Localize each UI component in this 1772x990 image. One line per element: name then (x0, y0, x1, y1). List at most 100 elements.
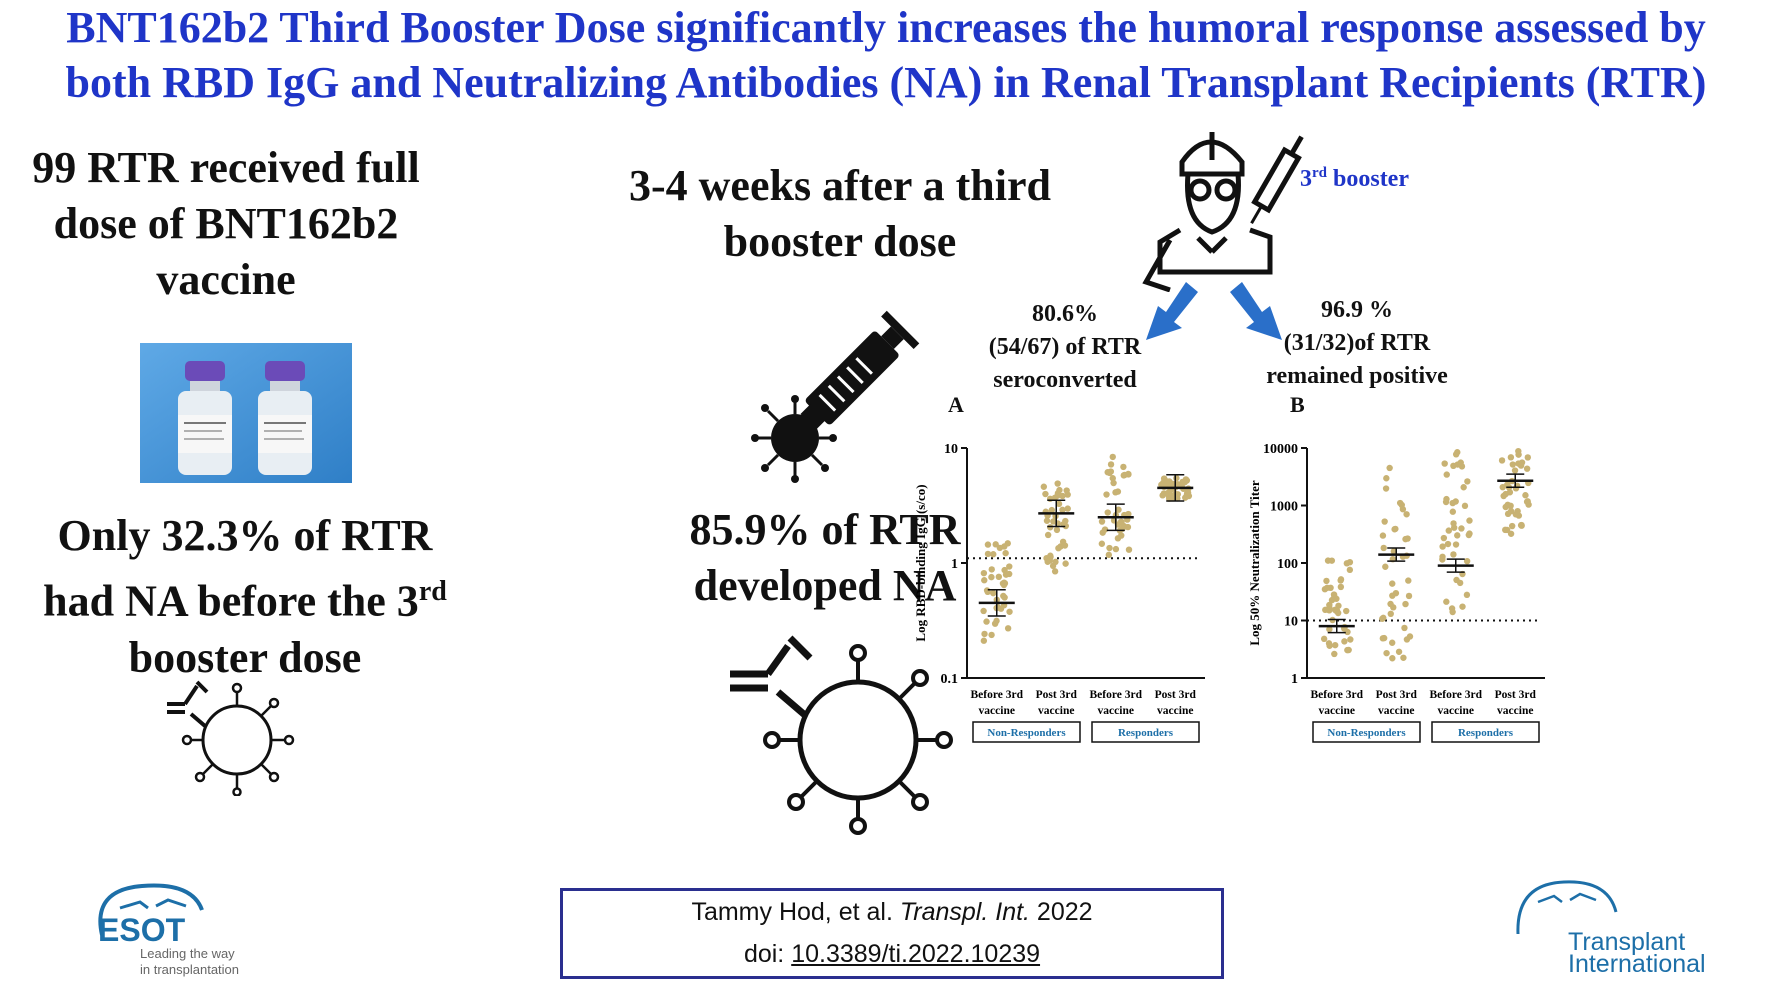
data-point (1107, 461, 1115, 468)
data-point (1053, 526, 1061, 534)
data-point (1331, 606, 1339, 614)
data-point (1392, 525, 1399, 533)
data-point (1517, 522, 1525, 529)
data-point (1104, 509, 1111, 516)
data-point (988, 631, 995, 639)
citation-journal: Transpl. Int. (899, 898, 1030, 926)
data-point (993, 617, 1000, 625)
y-tick-label: 10 (944, 442, 958, 457)
data-point (1059, 492, 1066, 500)
data-point (1400, 654, 1407, 661)
y-tick-label: 0.1 (941, 672, 959, 687)
data-point (1379, 615, 1386, 622)
data-point (981, 630, 988, 638)
data-point (1511, 467, 1519, 474)
title-line-1: BNT162b2 Third Booster Dose significantl… (66, 3, 1706, 52)
data-point (1328, 557, 1336, 564)
data-point (1320, 635, 1328, 643)
data-point (1461, 502, 1469, 510)
data-point (1118, 532, 1125, 539)
group-label: Responders (1118, 727, 1174, 739)
data-point (1515, 460, 1522, 467)
data-point (1507, 530, 1515, 537)
group-label: Responders (1458, 727, 1514, 739)
panel-a-letter: A (948, 392, 964, 417)
data-point (1507, 454, 1515, 461)
y-tick-label: 10000 (1263, 442, 1298, 457)
x-category-label: Before 3rd (971, 689, 1024, 701)
panel-b-letter: B (1290, 392, 1305, 417)
data-point (1405, 592, 1413, 600)
data-point (1331, 650, 1338, 658)
data-point (1004, 540, 1011, 547)
data-point (1125, 510, 1132, 518)
doi-link[interactable]: 10.3389/ti.2022.10239 (791, 940, 1041, 968)
data-point (1105, 551, 1113, 559)
data-point (1125, 471, 1132, 478)
data-point (1401, 624, 1408, 632)
data-point (1337, 577, 1344, 584)
data-point (1443, 471, 1450, 478)
data-point (988, 573, 995, 581)
group-box (1091, 721, 1200, 743)
x-category-label: Before 3rd (1430, 689, 1483, 701)
data-point (1328, 596, 1336, 604)
data-point (1504, 481, 1511, 488)
data-point (1184, 489, 1192, 496)
data-point (1382, 485, 1390, 492)
data-point (1346, 566, 1354, 574)
data-point (1343, 607, 1350, 615)
data-point (1050, 518, 1057, 525)
data-point (1109, 453, 1116, 461)
data-point (1387, 610, 1394, 618)
data-point (1051, 568, 1059, 575)
group-box (1431, 721, 1540, 743)
y-tick-label: 100 (1277, 557, 1298, 572)
data-point (1524, 454, 1531, 461)
y-tick-label: 1000 (1270, 500, 1298, 515)
left-top-text: 99 RTR received full dose of BNT162b2 va… (32, 143, 420, 304)
data-point (1005, 570, 1013, 578)
x-category-label: Before 3rd (1090, 689, 1143, 701)
data-point (1454, 461, 1461, 468)
data-point (1504, 510, 1512, 518)
data-point (1001, 594, 1008, 601)
data-point (1449, 608, 1456, 616)
data-point (1380, 634, 1388, 642)
data-point (1449, 499, 1456, 507)
data-point (1450, 551, 1457, 558)
data-point (1047, 552, 1054, 559)
antibody-virus-icon-large (730, 635, 953, 835)
data-point (1383, 475, 1390, 482)
data-point (1158, 481, 1165, 489)
data-point (1322, 606, 1329, 614)
data-point (1450, 524, 1458, 531)
data-point (992, 541, 999, 548)
data-point (1006, 563, 1013, 570)
data-point (1044, 531, 1052, 539)
data-point (1523, 465, 1531, 472)
citation-authors: Tammy Hod, et al. (691, 898, 900, 926)
data-point (1101, 526, 1109, 533)
data-point (1515, 447, 1522, 455)
data-point (1054, 480, 1061, 487)
y-tick-label: 10 (1284, 615, 1298, 630)
x-category-label: vaccine (1098, 705, 1134, 717)
data-point (1326, 626, 1333, 633)
data-point (1395, 648, 1403, 655)
data-point (1173, 474, 1180, 482)
data-point (1343, 560, 1351, 567)
data-point (1502, 526, 1509, 534)
data-point (1112, 489, 1119, 496)
x-category-label: vaccine (979, 705, 1015, 717)
vaccine-vials-image (140, 343, 352, 483)
two-arrows (1146, 282, 1282, 340)
data-point (1387, 600, 1394, 608)
data-point (1522, 492, 1529, 499)
data-point (1002, 549, 1009, 557)
data-point (1000, 579, 1008, 586)
data-point (1379, 532, 1387, 539)
data-point (1098, 518, 1106, 525)
data-point (1389, 592, 1396, 599)
stat-remained-positive: 96.9 % (31/32)of RTR remained positive (1266, 297, 1448, 389)
